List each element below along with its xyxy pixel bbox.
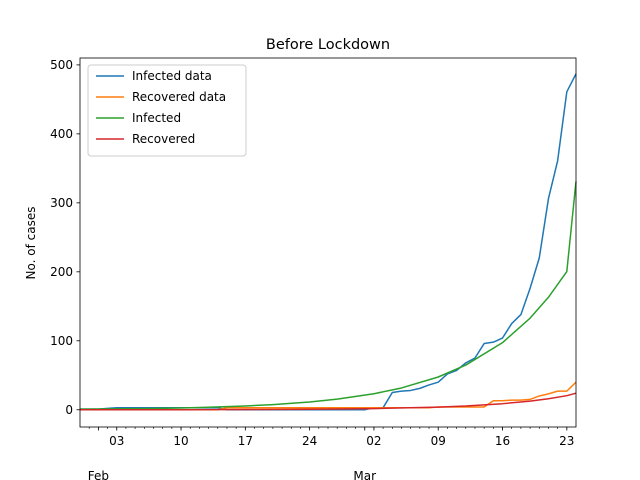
- legend-label-1: Recovered data: [132, 90, 226, 104]
- month-label-0: Feb: [88, 469, 109, 480]
- y-tick-label-4: 400: [50, 127, 73, 141]
- series-lines: [79, 73, 577, 411]
- y-tick-label-0: 0: [65, 403, 73, 417]
- x-tick-label-7: 23: [559, 434, 574, 448]
- legend-label-0: Infected data: [132, 69, 212, 83]
- x-tick-label-1: 10: [173, 434, 188, 448]
- x-tick-label-0: 03: [109, 434, 124, 448]
- series-line-3: [79, 392, 577, 411]
- month-label-1: Mar: [353, 469, 376, 480]
- y-tick-label-5: 500: [50, 58, 73, 72]
- chart-title: Before Lockdown: [266, 37, 390, 53]
- y-axis-label: No. of cases: [24, 207, 38, 280]
- x-tick-label-5: 09: [431, 434, 446, 448]
- x-tick-label-2: 17: [238, 434, 253, 448]
- legend-label-2: Infected: [132, 111, 181, 125]
- y-tick-label-3: 300: [50, 196, 73, 210]
- axes: 0 100 200 300 400 500 03 10 17 24 02 09 16 23 Feb Mar: [50, 57, 577, 480]
- x-tick-label-4: 02: [366, 434, 381, 448]
- legend: Infected data Recovered data Infected Recov…: [87, 64, 247, 157]
- x-tick-label-3: 24: [302, 434, 317, 448]
- series-line-2: [79, 181, 577, 410]
- x-tick-label-6: 16: [495, 434, 510, 448]
- y-tick-label-1: 100: [50, 334, 73, 348]
- legend-frame: [87, 64, 247, 157]
- y-tick-label-2: 200: [50, 265, 73, 279]
- series-line-1: [80, 381, 577, 411]
- legend-label-3: Recovered: [132, 132, 195, 146]
